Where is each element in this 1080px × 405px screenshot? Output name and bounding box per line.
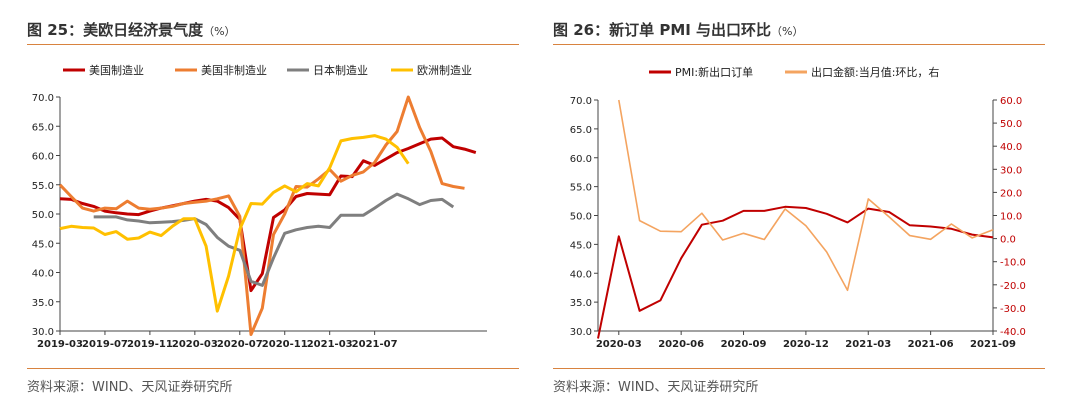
x-tick-label: 2019-07: [82, 339, 128, 350]
y-tick-label: 40.0: [32, 269, 54, 280]
legend-label: PMI:新出口订单: [675, 65, 753, 79]
title-divider: [27, 44, 519, 45]
x-tick-label: 2020-07: [217, 339, 263, 350]
x-tick-label: 2020-11: [262, 339, 308, 350]
x-tick-label: 2021-09: [970, 339, 1016, 350]
y-right-tick-label: 40.0: [1000, 142, 1022, 153]
series-line: [59, 134, 410, 313]
y-left-tick-label: 55.0: [570, 183, 592, 194]
x-tick-label: 2020-03: [172, 339, 218, 350]
y-right-tick-label: -10.0: [1000, 258, 1026, 269]
legend-item: PMI:新出口订单: [649, 65, 753, 79]
y-left-tick-label: 35.0: [570, 298, 592, 309]
legend-label: 日本制造业: [313, 63, 368, 77]
source-note: 资料来源：WIND、天风证券研究所: [27, 380, 233, 395]
legend-label: 美国非制造业: [201, 63, 267, 77]
x-tick-label: 2019-11: [127, 339, 173, 350]
x-tick-label: 2021-07: [352, 339, 398, 350]
y-tick-label: 50.0: [32, 210, 54, 221]
x-tick-label: 2020-12: [783, 339, 829, 350]
y-right-tick-label: 30.0: [1000, 165, 1022, 176]
source-divider: [27, 368, 519, 369]
pmi-export-chart: PMI:新出口订单 出口金额:当月值:环比，右 30.0 35.0 40.0 45.0 50…: [570, 65, 1026, 350]
figure-title-unit: （%）: [203, 25, 236, 38]
y-tick-label: 30.0: [32, 327, 54, 338]
x-tick-label: 2021-03: [845, 339, 891, 350]
economic-sentiment-chart: 美国制造业 美国非制造业 日本制造业 欧洲制造业 30.0 35.0 40.0 45.0 50.…: [32, 63, 487, 350]
figure-title-text: 图 26：新订单 PMI 与出口环比: [553, 21, 772, 39]
x-tick-label: 2020-03: [596, 339, 642, 350]
y-right-tick-label: 10.0: [1000, 212, 1022, 223]
y-tick-label: 60.0: [32, 152, 54, 163]
figure-title: 图 26：新订单 PMI 与出口环比（%）: [553, 19, 804, 40]
series-line: [93, 192, 455, 287]
y-right-tick-label: -30.0: [1000, 304, 1026, 315]
x-tick-label: 2021-03: [307, 339, 353, 350]
figure-title-unit: （%）: [771, 25, 804, 38]
y-right-tick-label: 0.0: [1000, 235, 1016, 246]
series-line: [59, 136, 477, 293]
legend-item: 美国非制造业: [175, 63, 267, 77]
legend-label: 美国制造业: [89, 63, 144, 77]
legend-item: 美国制造业: [63, 63, 144, 77]
figure-25: 图 25：美欧日经济景气度（%） 美国制造业 美国非制造业 日本制造业 欧洲制造业 30…: [27, 0, 547, 405]
y-right-tick-label: 20.0: [1000, 188, 1022, 199]
series-line: [597, 205, 994, 339]
y-tick-label: 55.0: [32, 181, 54, 192]
title-divider: [553, 44, 1045, 45]
legend-label: 出口金额:当月值:环比，右: [811, 65, 939, 79]
y-tick-label: 70.0: [32, 93, 54, 104]
x-tick-label: 2020-09: [721, 339, 767, 350]
y-left-tick-label: 30.0: [570, 327, 592, 338]
series-line: [618, 99, 994, 292]
source-divider: [553, 368, 1045, 369]
legend-item: 欧洲制造业: [391, 63, 472, 77]
y-tick-label: 65.0: [32, 122, 54, 133]
series-line: [58, 95, 465, 336]
y-left-tick-label: 60.0: [570, 154, 592, 165]
y-right-tick-label: -20.0: [1000, 281, 1026, 292]
y-left-tick-label: 50.0: [570, 212, 592, 223]
figure-title-text: 图 25：美欧日经济景气度: [27, 21, 204, 39]
x-tick-label: 2020-06: [658, 339, 704, 350]
legend-label: 欧洲制造业: [417, 63, 472, 77]
figure-title: 图 25：美欧日经济景气度（%）: [27, 19, 236, 40]
y-right-tick-label: 60.0: [1000, 96, 1022, 107]
y-right-tick-label: -40.0: [1000, 327, 1026, 338]
x-tick-label: 2021-06: [908, 339, 954, 350]
y-left-tick-label: 70.0: [570, 96, 592, 107]
y-right-tick-label: 50.0: [1000, 119, 1022, 130]
y-tick-label: 45.0: [32, 239, 54, 250]
y-tick-label: 35.0: [32, 298, 54, 309]
y-left-tick-label: 40.0: [570, 269, 592, 280]
y-left-tick-label: 45.0: [570, 240, 592, 251]
figure-26: 图 26：新订单 PMI 与出口环比（%） PMI:新出口订单 出口金额:当月值:…: [553, 0, 1073, 405]
legend-item: 出口金额:当月值:环比，右: [785, 65, 939, 79]
y-left-tick-label: 65.0: [570, 125, 592, 136]
legend-item: 日本制造业: [287, 63, 368, 77]
source-note: 资料来源：WIND、天风证券研究所: [553, 380, 759, 395]
x-tick-label: 2019-03: [37, 339, 83, 350]
